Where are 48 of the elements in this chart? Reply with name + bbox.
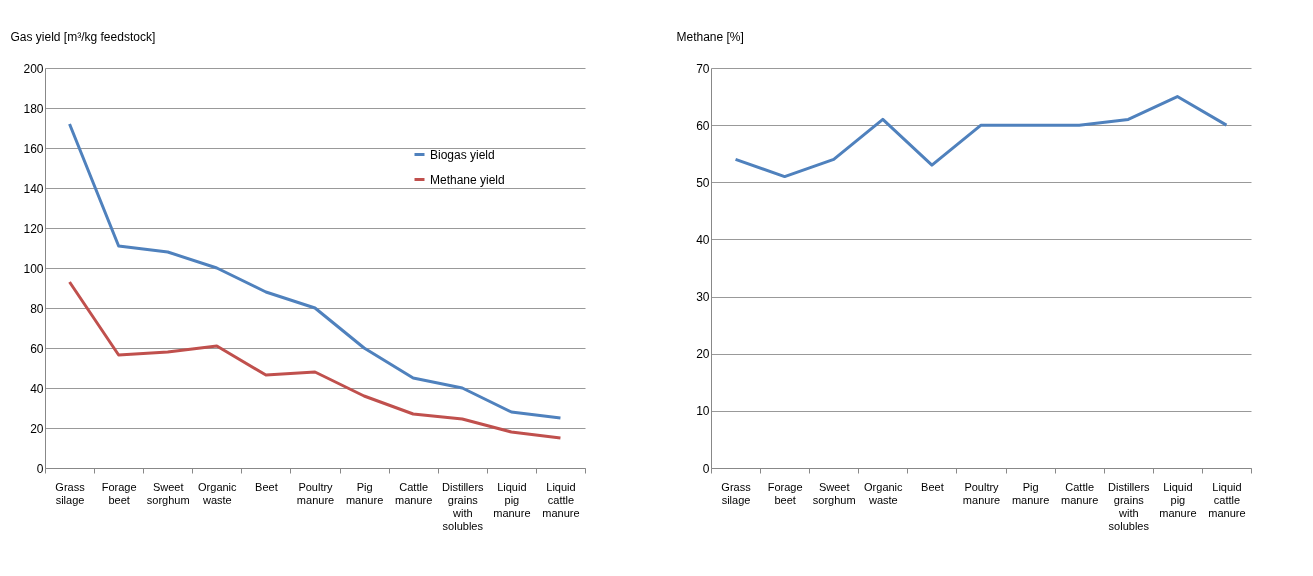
y-tick-label: 0 [702, 461, 710, 476]
x-tick-label: Poultry manure [296, 480, 335, 506]
x-tick-label: Pig manure [1011, 480, 1050, 506]
line-series [734, 95, 1228, 179]
y-axis-title: Gas yield [m³/kg feedstock] [10, 29, 156, 44]
x-tick-label: Forage beet [767, 480, 803, 506]
x-tick-label: Grass silage [721, 480, 752, 506]
y-axis-title: Methane [%] [676, 29, 744, 44]
x-tick-label: Liquid pig manure [493, 480, 531, 519]
x-tick-label: Pig manure [345, 480, 384, 506]
x-tick-label: Sweet sorghum [812, 480, 856, 506]
x-tick-label: Cattle manure [395, 480, 433, 506]
y-tick-label: 60 [30, 341, 44, 356]
legend-label: Methane yield [430, 172, 505, 187]
y-tick-label: 0 [36, 461, 44, 476]
y-tick-label: 60 [696, 118, 710, 133]
y-tick-label: 20 [30, 421, 44, 436]
line-series [68, 280, 562, 440]
y-tick-label: 200 [23, 61, 44, 76]
line-series [68, 122, 562, 420]
x-tick-label: Sweet sorghum [146, 480, 190, 506]
x-tick-label: Poultry manure [962, 480, 1001, 506]
x-tick-label: Liquid cattle manure [542, 480, 580, 519]
y-tick-label: 10 [696, 404, 710, 419]
y-tick-label: 80 [30, 301, 44, 316]
y-tick-label: 160 [23, 141, 44, 156]
y-tick-label: 140 [23, 181, 44, 196]
y-tick-label: 30 [696, 290, 710, 305]
x-tick-label: Forage beet [101, 480, 137, 506]
x-tick-label: Grass silage [55, 480, 86, 506]
legend-label: Biogas yield [430, 147, 495, 162]
x-tick-label: Distillers grains with solubles [1107, 480, 1151, 532]
y-tick-label: 180 [23, 101, 44, 116]
y-tick-label: 20 [696, 347, 710, 362]
y-tick-label: 40 [696, 232, 710, 247]
x-tick-label: Organic waste [198, 480, 238, 506]
x-tick-label: Beet [255, 480, 278, 493]
x-tick-label: Cattle manure [1061, 480, 1099, 506]
x-tick-label: Distillers grains with solubles [441, 480, 485, 532]
x-tick-label: Organic waste [864, 480, 904, 506]
y-tick-label: 50 [696, 175, 710, 190]
x-tick-label: Liquid pig manure [1159, 480, 1197, 519]
y-tick-label: 120 [23, 221, 44, 236]
y-tick-label: 100 [23, 261, 44, 276]
x-tick-label: Liquid cattle manure [1208, 480, 1246, 519]
y-tick-label: 40 [30, 381, 44, 396]
y-tick-label: 70 [696, 61, 710, 76]
x-tick-label: Beet [921, 480, 944, 493]
